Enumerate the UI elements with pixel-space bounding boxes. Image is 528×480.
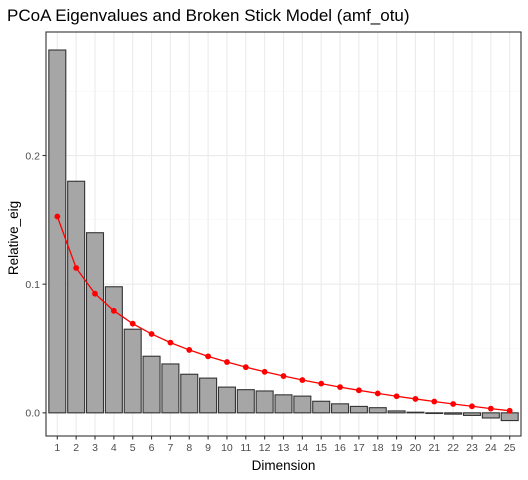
broken-stick-point — [355, 387, 362, 394]
eigenvalue-bar — [48, 49, 67, 414]
broken-stick-point — [412, 396, 419, 402]
x-tick-label: 3 — [92, 442, 98, 454]
x-tick-label: 25 — [504, 442, 516, 454]
x-tick-label: 14 — [297, 442, 309, 454]
broken-stick-point — [92, 290, 98, 297]
plot-area: 0.00.10.21 2 3 4 5 6 7 8 9 10 11 12 13 14 15 16 17 18 19 20… — [25, 31, 522, 454]
y-axis-title: Relative_eig — [6, 201, 21, 275]
eigenvalue-bar — [312, 400, 331, 414]
broken-stick-point — [337, 384, 343, 391]
eigenvalue-bar — [406, 411, 425, 414]
x-tick-label: 12 — [259, 442, 271, 454]
x-tick-label: 1 — [54, 442, 60, 454]
broken-stick-point — [280, 373, 287, 379]
x-tick-label: 15 — [315, 442, 327, 454]
y-tick-label: 0.1 — [25, 279, 40, 291]
eigenvalue-bar — [444, 412, 463, 415]
x-tick-label: 9 — [205, 442, 211, 454]
x-tick-label: 20 — [410, 442, 422, 454]
y-tick-label: 0.0 — [25, 408, 40, 420]
broken-stick-point — [299, 377, 306, 383]
eigenvalue-bar — [368, 407, 387, 414]
broken-stick-point — [450, 401, 457, 407]
eigenvalue-bar — [293, 395, 312, 414]
x-tick-label: 23 — [466, 442, 478, 454]
eigenvalue-bar — [123, 328, 142, 414]
x-axis-title: Dimension — [252, 458, 316, 473]
eigenvalue-bar — [67, 180, 86, 414]
x-tick-label: 11 — [240, 442, 251, 454]
eigenvalue-bar — [425, 412, 444, 415]
eigenvalue-bar — [462, 412, 482, 416]
x-tick-label: 4 — [111, 442, 117, 454]
eigenvalue-bar — [349, 405, 368, 414]
eigenvalue-bar — [217, 386, 236, 414]
broken-stick-point — [129, 320, 136, 327]
broken-stick-point — [261, 368, 268, 375]
chart-title: PCoA Eigenvalues and Broken Stick Model … — [7, 6, 410, 25]
x-tick-label: 2 — [73, 442, 79, 454]
x-tick-label: 5 — [130, 442, 136, 454]
broken-stick-point — [318, 380, 325, 387]
eigenvalue-bar — [161, 363, 180, 414]
eigenvalue-bar — [274, 394, 293, 414]
eigenvalue-bar — [331, 403, 350, 414]
broken-stick-point — [73, 265, 80, 271]
broken-stick-point — [506, 407, 513, 414]
broken-stick-point — [487, 405, 494, 412]
eigenvalue-bar — [180, 373, 199, 414]
broken-stick-point — [374, 390, 381, 397]
eigenvalue-bar — [236, 389, 255, 414]
broken-stick-point — [431, 398, 438, 405]
broken-stick-point — [148, 331, 155, 337]
y-tick-label: 0.2 — [25, 150, 40, 162]
broken-stick-point — [393, 393, 400, 400]
x-tick-label: 19 — [391, 442, 403, 454]
x-tick-label: 7 — [167, 442, 173, 454]
broken-stick-point — [242, 364, 249, 371]
x-tick-label: 18 — [372, 442, 384, 454]
broken-stick-point — [54, 213, 61, 220]
x-tick-label: 6 — [149, 442, 155, 454]
eigenvalue-bar — [142, 355, 161, 414]
x-tick-label: 13 — [278, 442, 290, 454]
x-tick-label: 16 — [334, 442, 346, 454]
x-tick-label: 17 — [353, 442, 365, 454]
broken-stick-point — [167, 339, 174, 346]
x-tick-label: 10 — [221, 442, 233, 454]
broken-stick-point — [110, 307, 117, 314]
eigenvalue-bar — [255, 390, 274, 414]
eigenvalue-bar — [481, 412, 500, 419]
x-tick-label: 21 — [428, 442, 440, 454]
broken-stick-point — [186, 347, 193, 353]
eigenvalue-bar — [85, 232, 105, 414]
eigenvalue-bar — [104, 286, 123, 414]
x-tick-label: 22 — [447, 442, 459, 454]
x-tick-label: 24 — [485, 442, 497, 454]
broken-stick-point — [205, 353, 212, 360]
broken-stick-point — [224, 359, 230, 365]
eigenvalue-bar — [199, 377, 218, 414]
broken-stick-point — [469, 403, 475, 410]
x-tick-label: 8 — [186, 442, 192, 454]
eigenvalue-bar — [387, 410, 406, 414]
eigenvalue-bar — [500, 412, 519, 422]
